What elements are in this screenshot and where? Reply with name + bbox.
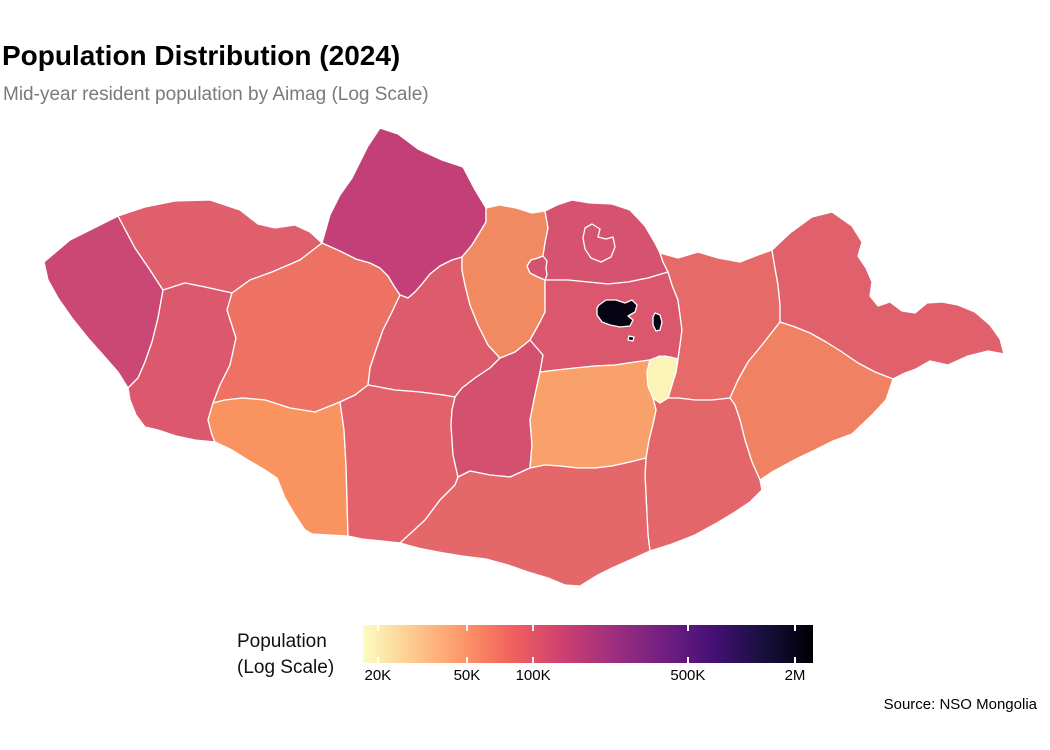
region-omnogovi xyxy=(399,457,651,587)
region-ulaanbaatar xyxy=(596,299,638,328)
legend-tick-mark xyxy=(376,657,379,663)
legend-title: Population (Log Scale) xyxy=(237,629,334,681)
legend-tick-labels: 20K 50K 100K 500K 2M xyxy=(363,667,813,687)
region-ulaanbaatar xyxy=(652,312,663,332)
legend-tick-mark xyxy=(686,657,689,663)
chart-title: Population Distribution (2024) xyxy=(2,40,401,71)
legend-tick-mark xyxy=(376,625,379,631)
legend-tick-mark xyxy=(465,625,468,631)
source-caption: Source: NSO Mongolia xyxy=(883,696,1037,713)
legend-tick-label: 20K xyxy=(364,667,392,684)
chart-subtitle: Mid-year resident population by Aimag (L… xyxy=(3,84,429,105)
legend-tick-label: 500K xyxy=(670,667,706,684)
region-darkhan_uul xyxy=(582,223,616,263)
legend-title-line1: Population xyxy=(237,631,327,652)
legend-tick-label: 100K xyxy=(515,667,551,684)
region-ulaanbaatar xyxy=(627,335,635,342)
legend-tick-mark xyxy=(532,625,535,631)
legend-tick-label: 50K xyxy=(453,667,481,684)
legend-gradient-bar xyxy=(363,625,813,663)
legend-tick-mark xyxy=(686,625,689,631)
legend-tick-label: 2M xyxy=(784,667,806,684)
legend-tick-mark xyxy=(794,657,796,663)
legend-tick-mark xyxy=(465,657,468,663)
legend-tick-mark xyxy=(794,625,796,631)
legend-tick-mark xyxy=(532,657,535,663)
region-govi_altai xyxy=(207,397,349,537)
region-orkhon xyxy=(526,255,548,281)
region-govisumber xyxy=(646,355,679,404)
region-dundgovi xyxy=(529,359,657,469)
legend-title-line2: (Log Scale) xyxy=(237,657,335,678)
